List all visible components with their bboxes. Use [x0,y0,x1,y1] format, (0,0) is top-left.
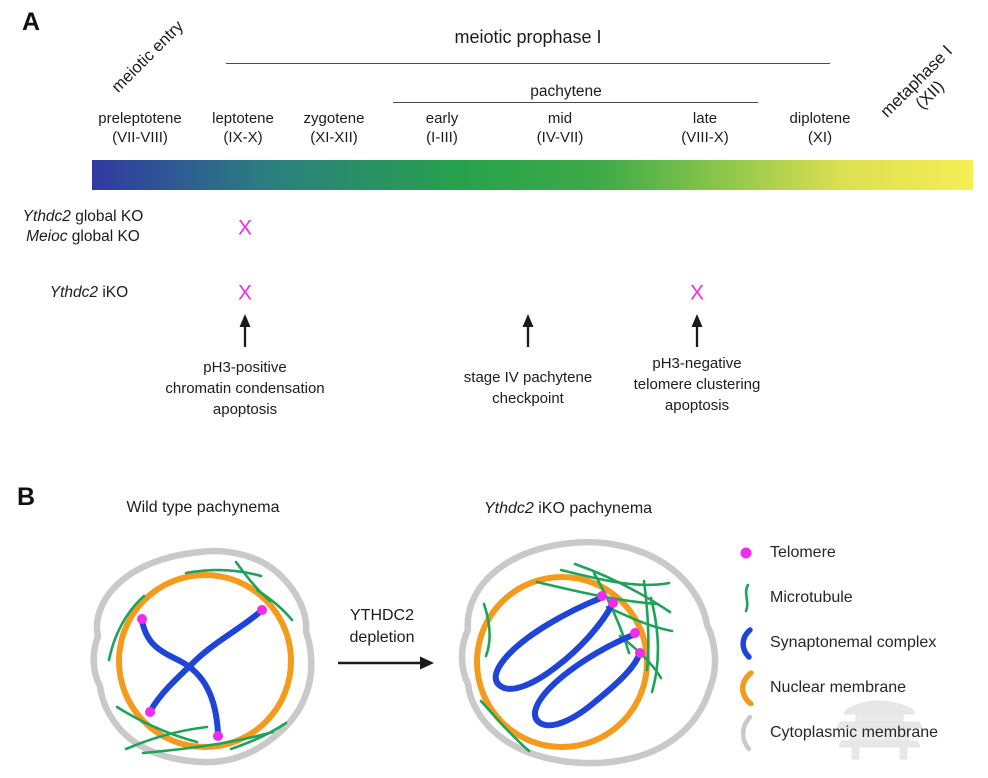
telomere [635,648,645,658]
iko-row-label: Ythdc2 iKO [49,284,129,301]
x-marker-iko-late-pachytene: X [689,281,705,305]
x-marker-globalko-leptotene: X [237,216,253,240]
legend-item-telomere: Telomere [733,536,938,570]
stage-late-pachytene: late (VIII-X) [681,110,729,146]
annotation-checkpoint: stage IV pachytene checkpoint [463,369,593,407]
legend-label: Cytoplasmic membrane [770,724,939,741]
microtubule [479,699,531,753]
up-arrow-checkpoint [522,314,534,347]
microtubule [107,594,146,662]
microtubule [592,571,631,655]
stage-diplotene: diplotene (XI) [789,110,851,146]
telomere [145,707,155,717]
microtubule [573,562,672,614]
legend-label: Microtubule [770,589,853,606]
stage-mid-pachytene: mid (IV-VII) [536,110,584,146]
legend-label: Synaptonemal complex [770,634,937,651]
nuclear-membrane-icon [740,670,754,706]
gene-meioc: Meioc [26,228,68,245]
legend-label: Telomere [770,544,836,561]
legend-item-synaptonemal-complex: Synaptonemal complex [733,626,938,660]
microtubule [115,705,199,744]
stage-leptotene: leptotene (IX-X) [212,110,274,146]
global-ko-row-label: Ythdc2 global KO Meioc global KO [22,208,144,245]
microtubule [649,596,660,694]
synaptonemal-complex [492,595,615,692]
synaptonemal-complex-icon [740,627,753,660]
up-arrow-leptotene [239,314,251,347]
telomere [630,628,640,638]
microtubule [124,725,209,751]
iko-cell [458,538,719,767]
depletion-arrow [338,656,434,670]
microtubule [255,588,294,622]
microtubule [184,568,263,578]
microtubule [605,605,674,633]
microtubule [482,602,491,658]
gene-ythdc2: Ythdc2 [22,208,71,225]
legend-item-microtubule: Microtubule [733,581,938,615]
iko-cytoplasmic-membrane [458,538,719,767]
pachytene-underline [393,102,758,103]
cytoplasmic-membrane-icon [740,714,753,752]
synaptonemal-complex [148,608,264,713]
stage-gradient-bar [92,160,973,190]
telomere [257,605,267,615]
up-arrow-late-pachytene [691,314,703,347]
microtubule [141,730,275,755]
pagoda-watermark [836,700,923,760]
prophase-underline [226,63,830,64]
legend: Telomere Microtubule Synaptonemal comple… [733,536,939,752]
synaptonemal-complex [532,632,642,729]
telomere-icon [740,547,752,559]
microtubule [229,721,288,751]
telomere [608,598,618,608]
wildtype-cell [90,547,315,766]
iko-title: Ythdc2 iKO pachynema [483,500,653,517]
x-marker-iko-leptotene: X [237,281,253,305]
legend-label: Nuclear membrane [770,679,907,696]
panel-a-label: A [22,8,41,36]
legend-item-cytoplasmic-membrane: Cytoplasmic membrane [733,714,939,752]
microtubule [535,580,659,606]
annotation-apoptosis-right: pH3-negative telomere clustering apoptos… [633,355,761,414]
synaptonemal-complex [139,618,221,736]
pachytene-title: pachytene [530,83,602,100]
wildtype-cytoplasmic-membrane [90,547,315,766]
annotation-apoptosis-left: pH3-positive chromatin condensation apop… [165,359,325,418]
gene-ythdc2-iko: Ythdc2 [49,284,99,301]
telomere [213,731,223,741]
legend-item-nuclear-membrane: Nuclear membrane [733,670,938,706]
panel-b-label: B [17,483,36,511]
telomere [597,591,607,601]
stage-zygotene: zygotene (XI-XII) [303,110,365,146]
prophase-title: meiotic prophase I [454,27,602,47]
depletion-arrow-label: YTHDC2 depletion [349,607,415,646]
microtubule-icon [744,583,750,613]
stage-early-pachytene: early (I-III) [425,110,459,146]
stage-preleptotene: preleptotene (VII-VIII) [98,110,182,146]
telomere [137,614,147,624]
wildtype-title: Wild type pachynema [126,499,280,516]
